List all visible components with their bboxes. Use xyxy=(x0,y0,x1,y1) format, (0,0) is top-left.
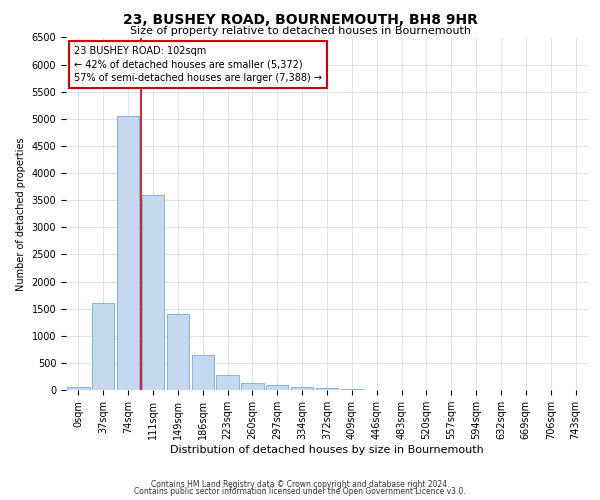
Bar xyxy=(142,195,164,390)
Text: 23 BUSHEY ROAD: 102sqm
← 42% of detached houses are smaller (5,372)
57% of semi-: 23 BUSHEY ROAD: 102sqm ← 42% of detached… xyxy=(74,46,322,82)
Bar xyxy=(117,116,139,390)
Text: Contains public sector information licensed under the Open Government Licence v3: Contains public sector information licen… xyxy=(134,487,466,496)
Bar xyxy=(67,388,89,390)
Bar xyxy=(191,355,214,390)
Bar xyxy=(92,303,115,390)
Text: Contains HM Land Registry data © Crown copyright and database right 2024.: Contains HM Land Registry data © Crown c… xyxy=(151,480,449,489)
Bar xyxy=(241,383,263,390)
X-axis label: Distribution of detached houses by size in Bournemouth: Distribution of detached houses by size … xyxy=(170,445,484,455)
Bar xyxy=(291,386,313,390)
Y-axis label: Number of detached properties: Number of detached properties xyxy=(16,137,26,290)
Bar xyxy=(266,385,289,390)
Text: 23, BUSHEY ROAD, BOURNEMOUTH, BH8 9HR: 23, BUSHEY ROAD, BOURNEMOUTH, BH8 9HR xyxy=(122,12,478,26)
Text: Size of property relative to detached houses in Bournemouth: Size of property relative to detached ho… xyxy=(130,26,470,36)
Bar xyxy=(167,314,189,390)
Bar xyxy=(217,375,239,390)
Bar xyxy=(316,388,338,390)
